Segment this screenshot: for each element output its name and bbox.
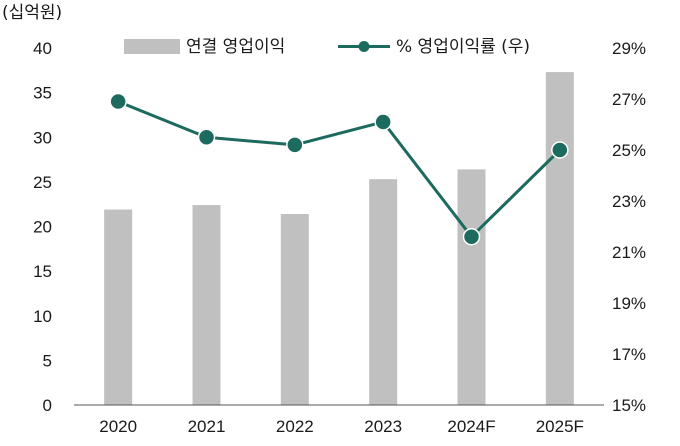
legend-line-marker [358,41,370,52]
y-axis-right: 15% 17% 19% 21% 23% 25% 27% 29% [612,39,646,415]
y2-tick-label: 19% [612,294,646,313]
x-tick-label: 2022 [276,417,314,436]
y-tick-label: 10 [33,307,52,326]
y-tick-label: 15 [33,262,52,281]
line-point [286,136,304,154]
y-tick-label: 0 [43,396,52,415]
x-tick-label: 2020 [99,417,137,436]
legend-line-label: % 영업이익률 (우) [396,37,530,57]
y-tick-label: 40 [33,39,52,58]
y-tick-label: 25 [33,173,52,192]
x-axis: 2020 2021 2022 2023 2024F 2025F [99,417,584,436]
y-tick-label: 20 [33,218,52,237]
x-tick-label: 2025F [536,417,584,436]
y2-tick-label: 29% [612,39,646,58]
legend-bar-label: 연결 영업이익 [186,37,285,57]
bar-series [104,72,574,405]
line-point [109,92,127,111]
y2-tick-label: 23% [612,192,646,211]
y-tick-label: 35 [33,84,52,103]
y2-tick-label: 25% [612,141,646,160]
bar [457,169,486,405]
operating-margin-line [117,100,561,239]
legend-bar-swatch [124,39,180,54]
legend: 연결 영업이익 % 영업이익률 (우) [124,37,530,57]
bar [280,214,309,405]
y2-tick-label: 21% [612,243,646,262]
x-tick-label: 2024F [447,417,495,436]
line-series [109,92,569,246]
line-point [462,227,481,246]
y2-tick-label: 15% [612,396,646,415]
bar [545,72,574,405]
y-tick-label: 5 [43,351,52,370]
y-axis-left: 0 5 10 15 20 25 30 35 40 [33,39,52,415]
x-tick-label: 2021 [188,417,226,436]
y2-tick-label: 27% [612,90,646,109]
x-tick-label: 2023 [364,417,402,436]
line-point [551,141,569,159]
line-point [374,113,392,131]
bar [104,209,133,405]
y2-tick-label: 17% [612,345,646,364]
y-axis-unit-label: (십억원) [2,3,62,23]
line-point [197,128,216,146]
y-tick-label: 30 [33,128,52,147]
bar [369,179,398,405]
bar [192,205,221,405]
